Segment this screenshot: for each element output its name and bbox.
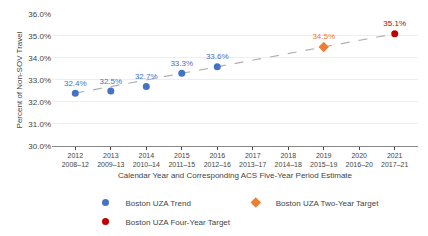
- svg-text:Percent of Non-SOV Travel: Percent of Non-SOV Travel: [15, 31, 24, 128]
- svg-text:20172013–17: 20172013–17: [239, 152, 266, 168]
- svg-text:20142010–14: 20142010–14: [133, 152, 160, 168]
- svg-text:Boston UZA Trend: Boston UZA Trend: [126, 199, 191, 208]
- svg-text:35.0%: 35.0%: [28, 32, 51, 41]
- svg-text:20122008–12: 20122008–12: [62, 152, 89, 168]
- svg-text:33.3%: 33.3%: [170, 59, 193, 68]
- svg-text:20162012–16: 20162012–16: [204, 152, 231, 168]
- svg-text:Calendar Year and Correspondin: Calendar Year and Corresponding ACS Five…: [118, 171, 353, 180]
- svg-text:32.5%: 32.5%: [99, 77, 122, 86]
- svg-text:20202016–20: 20202016–20: [346, 152, 373, 168]
- svg-text:34.0%: 34.0%: [28, 54, 51, 63]
- svg-text:34.5%: 34.5%: [312, 32, 335, 41]
- svg-text:Boston UZA Two-Year Target: Boston UZA Two-Year Target: [276, 199, 379, 208]
- svg-text:35.1%: 35.1%: [383, 19, 406, 28]
- svg-text:20132009–13: 20132009–13: [97, 152, 124, 168]
- svg-text:33.6%: 33.6%: [206, 52, 229, 61]
- svg-text:30.0%: 30.0%: [28, 142, 51, 151]
- svg-text:32.7%: 32.7%: [135, 72, 158, 81]
- svg-text:20212017–21: 20212017–21: [381, 152, 408, 168]
- svg-text:32.0%: 32.0%: [28, 98, 51, 107]
- svg-text:Boston UZA Four-Year Target: Boston UZA Four-Year Target: [126, 218, 231, 227]
- svg-text:31.0%: 31.0%: [28, 120, 51, 129]
- svg-text:20182014–18: 20182014–18: [275, 152, 302, 168]
- svg-text:20152011–15: 20152011–15: [168, 152, 195, 168]
- svg-text:20192015–19: 20192015–19: [310, 152, 337, 168]
- svg-text:33.0%: 33.0%: [28, 76, 51, 85]
- svg-text:32.4%: 32.4%: [64, 79, 87, 88]
- svg-text:36.0%: 36.0%: [28, 10, 51, 19]
